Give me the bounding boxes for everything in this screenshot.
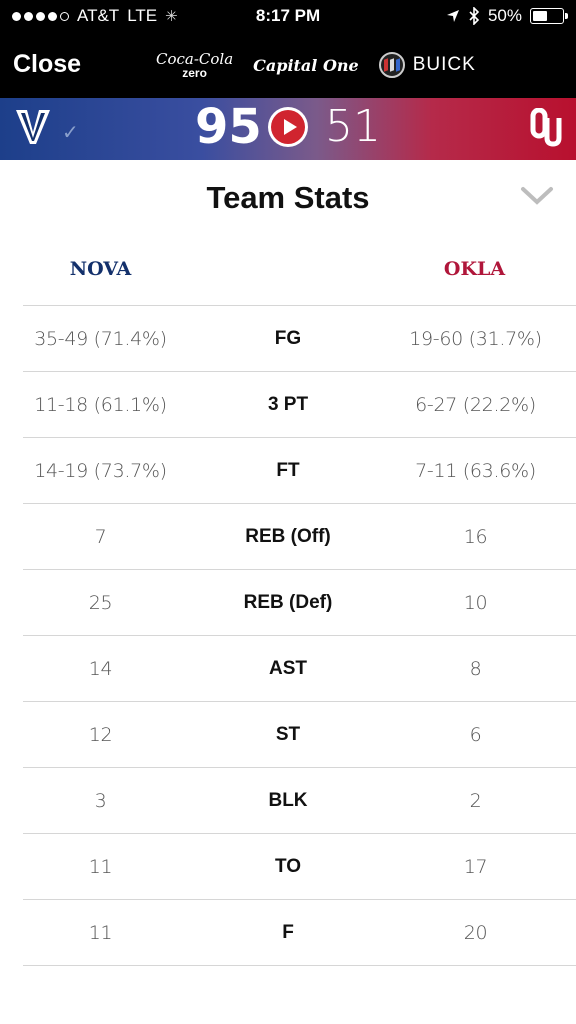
- stat-row-f: 11 F 20: [23, 900, 576, 966]
- away-value: 10: [463, 592, 488, 614]
- home-value: 11-18 (61.1%): [34, 394, 167, 416]
- play-icon: [271, 110, 305, 144]
- status-time: 8:17 PM: [255, 6, 321, 25]
- away-team-label: OKLA: [443, 258, 506, 280]
- stat-label: AST: [269, 658, 307, 679]
- away-value: 6: [469, 724, 482, 746]
- away-value: 2: [469, 790, 482, 812]
- away-value: 6-27 (22.2%): [415, 394, 536, 416]
- stat-row-st: 12 ST 6: [23, 702, 576, 768]
- home-value: 7: [94, 526, 107, 548]
- home-value: 3: [94, 790, 107, 812]
- home-value: 11: [88, 856, 113, 878]
- coca-cola-zero-logo: Coca-Cola zero: [156, 49, 234, 80]
- stat-row-ast: 14 AST 8: [23, 636, 576, 702]
- stat-row-ft: 14-19 (73.7%) FT 7-11 (63.6%): [23, 438, 576, 504]
- status-left: AT&T LTE ✳: [12, 6, 178, 26]
- network-label: LTE: [127, 6, 158, 25]
- stat-row-reb-def: 25 REB (Def) 10: [23, 570, 576, 636]
- home-value: 35-49 (71.4%): [34, 328, 167, 350]
- score-banner: ✓ 95 51: [0, 98, 576, 160]
- home-score: 95: [195, 99, 262, 155]
- battery-percent: 50%: [487, 6, 522, 25]
- stat-label: BLK: [268, 790, 308, 811]
- stat-row-fg: 35-49 (71.4%) FG 19-60 (31.7%): [23, 306, 576, 372]
- home-value: 14-19 (73.7%): [34, 460, 167, 482]
- stat-label: FG: [274, 328, 302, 349]
- away-value: 7-11 (63.6%): [415, 460, 536, 482]
- nike-swoosh-icon: ✓: [62, 122, 79, 144]
- status-right: 50%: [446, 6, 568, 26]
- away-value: 20: [463, 922, 488, 944]
- play-button[interactable]: [268, 107, 308, 147]
- stat-label: TO: [274, 856, 302, 877]
- stat-label: REB (Def): [243, 592, 333, 613]
- stat-row-3pt: 11-18 (61.1%) 3 PT 6-27 (22.2%): [23, 372, 576, 438]
- battery-icon: [530, 8, 568, 24]
- status-bar: AT&T LTE ✳ 8:17 PM 50%: [0, 0, 576, 32]
- stats-table: 35-49 (71.4%) FG 19-60 (31.7%) 11-18 (61…: [23, 305, 576, 966]
- buick-emblem-icon: [378, 52, 405, 78]
- stat-label: 3 PT: [267, 394, 309, 415]
- away-score: 51: [325, 101, 381, 152]
- villanova-logo-icon: [16, 110, 50, 144]
- home-value: 25: [88, 592, 113, 614]
- away-value: 17: [463, 856, 488, 878]
- home-value: 11: [88, 922, 113, 944]
- away-value: 8: [469, 658, 482, 680]
- signal-dots-icon: [12, 11, 69, 21]
- buick-logo: BUICK: [378, 52, 476, 78]
- loading-spinner-icon: ✳: [165, 8, 178, 25]
- stat-label: ST: [275, 724, 301, 745]
- sponsor-logos: Coca-Cola zero Capital One BUICK: [156, 46, 476, 84]
- home-value: 14: [88, 658, 113, 680]
- away-value: 16: [463, 526, 488, 548]
- stat-label: F: [282, 922, 294, 943]
- stat-row-reb-off: 7 REB (Off) 16: [23, 504, 576, 570]
- page-title: Team Stats: [206, 180, 370, 215]
- home-value: 12: [88, 724, 113, 746]
- away-value: 19-60 (31.7%): [409, 328, 542, 350]
- location-arrow-icon: [446, 10, 459, 22]
- stat-row-blk: 3 BLK 2: [23, 768, 576, 834]
- battery-level: [533, 11, 547, 21]
- home-team-label: NOVA: [69, 258, 132, 280]
- carrier-label: AT&T: [77, 6, 120, 25]
- stat-label: REB (Off): [245, 526, 331, 547]
- close-button[interactable]: Close: [13, 50, 82, 78]
- stat-label: FT: [276, 460, 300, 481]
- nav-bar: Close Coca-Cola zero Capital One BUICK: [0, 32, 576, 98]
- chevron-down-icon[interactable]: [520, 184, 554, 208]
- oklahoma-logo-icon: [530, 108, 562, 147]
- capital-one-logo: Capital One: [253, 55, 359, 75]
- stat-row-to: 11 TO 17: [23, 834, 576, 900]
- bluetooth-icon: [469, 7, 480, 25]
